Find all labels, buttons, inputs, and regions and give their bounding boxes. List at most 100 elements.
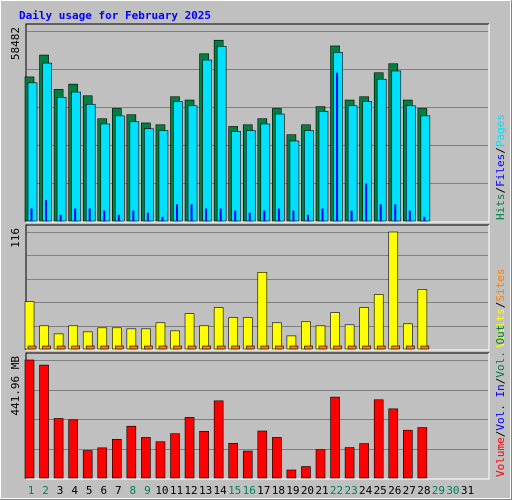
legend-entry: / bbox=[494, 378, 507, 385]
bar-volume bbox=[388, 408, 399, 479]
x-tick-label: 5 bbox=[86, 484, 93, 497]
bar-volume bbox=[373, 399, 384, 479]
bar-sites bbox=[85, 345, 95, 350]
x-tick-label: 4 bbox=[71, 484, 78, 497]
bar-volume bbox=[68, 419, 78, 479]
bar-pages bbox=[420, 115, 431, 222]
bar-volume bbox=[344, 447, 355, 479]
bar-visits bbox=[272, 322, 282, 350]
bar-visits bbox=[155, 322, 166, 350]
bar-sites bbox=[202, 345, 211, 350]
x-tick-label: 27 bbox=[403, 484, 416, 497]
bar-sites bbox=[173, 345, 182, 350]
bar-sites bbox=[333, 345, 342, 350]
bar-files bbox=[132, 210, 135, 221]
bar-pages bbox=[100, 123, 111, 222]
bar-volume bbox=[39, 364, 49, 479]
legend-entry: Hits bbox=[494, 194, 507, 221]
bar-volume bbox=[97, 447, 108, 479]
bar-volume bbox=[272, 437, 282, 479]
bar-pages bbox=[173, 101, 183, 222]
bar-visits bbox=[330, 312, 340, 350]
bar-sites bbox=[391, 345, 401, 350]
x-axis-day-labels: 1 2 3 4 5 6 7 8 9 10 11 12 13 14 15 16 17 18 19 20 21 22 23 24 2… bbox=[28, 484, 474, 497]
x-tick-label: 20 bbox=[301, 484, 314, 497]
legend-entry: Visits bbox=[494, 308, 507, 348]
x-tick-label: 14 bbox=[214, 484, 228, 497]
x-tick-label: 24 bbox=[359, 484, 373, 497]
legend-entry: Files bbox=[494, 154, 507, 187]
x-tick-label: 23 bbox=[344, 484, 357, 497]
bar-volume bbox=[417, 427, 428, 479]
x-tick-label: 12 bbox=[184, 484, 197, 497]
y-axis-max-label: 58482 bbox=[9, 27, 22, 60]
bar-sites bbox=[129, 345, 139, 350]
bar-pages bbox=[304, 130, 314, 222]
y-axis-max-label: 116 bbox=[9, 228, 22, 248]
bar-sites bbox=[362, 345, 371, 350]
bar-pages bbox=[376, 78, 387, 222]
bar-volume bbox=[126, 425, 137, 479]
bar-volume bbox=[315, 449, 326, 479]
bar-files bbox=[117, 214, 120, 221]
bar-files bbox=[263, 210, 266, 221]
bar-files bbox=[277, 208, 280, 221]
x-tick-label: 25 bbox=[374, 484, 387, 497]
legend-entry: Vol. In bbox=[494, 384, 507, 430]
legend-entry: Volume bbox=[494, 437, 507, 477]
legend: Hits/Files/PagesVisits/SitesVolume/Vol. … bbox=[494, 114, 507, 477]
bar-sites bbox=[100, 345, 110, 350]
bar-files bbox=[30, 208, 33, 221]
bar-volume bbox=[155, 441, 166, 479]
bar-pages bbox=[129, 121, 140, 222]
bar-volume bbox=[242, 450, 253, 479]
bar-visits bbox=[39, 325, 49, 350]
bar-visits bbox=[184, 313, 195, 350]
bar-files bbox=[306, 214, 309, 221]
bar-visits bbox=[257, 272, 268, 350]
x-tick-label: 15 bbox=[228, 484, 241, 497]
bar-visits bbox=[199, 325, 209, 350]
bar-volume bbox=[199, 430, 209, 479]
bar-sites bbox=[144, 345, 153, 350]
legend-kbytes: Volume/Vol. In/Vol. Out bbox=[494, 325, 507, 477]
panel-border-bottom-right bbox=[26, 24, 490, 223]
bar-visits bbox=[417, 289, 428, 350]
bar-sites bbox=[420, 345, 430, 350]
chart-panels: 58482 116 441.96 MB bbox=[9, 23, 490, 480]
bar-pages bbox=[231, 131, 241, 222]
bar-files bbox=[59, 214, 62, 221]
bar-sites bbox=[304, 345, 313, 350]
x-tick-label: 2 bbox=[42, 484, 49, 497]
bar-pages bbox=[391, 70, 402, 222]
bar-volume bbox=[402, 429, 413, 479]
bar-sites bbox=[115, 345, 124, 350]
x-tick-label: 3 bbox=[57, 484, 64, 497]
bar-sites bbox=[376, 345, 386, 350]
x-tick-label: 16 bbox=[243, 484, 256, 497]
bar-pages bbox=[144, 128, 154, 222]
legend-entry: / bbox=[494, 187, 507, 194]
x-tick-label: 6 bbox=[100, 484, 107, 497]
bar-sites bbox=[216, 345, 226, 350]
bar-files bbox=[423, 216, 426, 221]
bar-files bbox=[350, 210, 353, 221]
x-tick-label: 28 bbox=[417, 484, 430, 497]
legend-entry: Pages bbox=[494, 114, 507, 147]
x-tick-label: 22 bbox=[330, 484, 343, 497]
bar-files bbox=[74, 208, 77, 221]
bar-files bbox=[336, 72, 339, 221]
bar-volume bbox=[24, 359, 35, 479]
bar-files bbox=[161, 216, 164, 221]
bar-volume bbox=[228, 442, 238, 479]
x-tick-label: 11 bbox=[170, 484, 183, 497]
bar-visits bbox=[301, 321, 311, 350]
bar-files bbox=[146, 212, 149, 221]
bar-sites bbox=[231, 345, 240, 350]
bar-visits bbox=[388, 231, 399, 350]
panel-border-bottom-right bbox=[26, 353, 490, 480]
bar-sites bbox=[42, 345, 51, 350]
bar-sites bbox=[275, 345, 284, 350]
x-tick-label: 21 bbox=[315, 484, 328, 497]
